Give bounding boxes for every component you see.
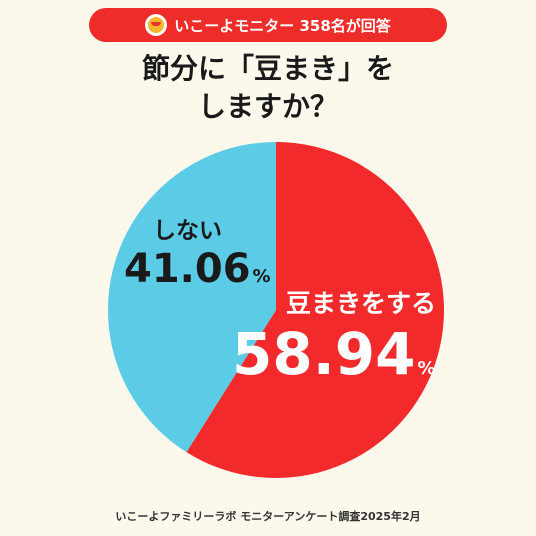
title-line-2: しますか？ — [197, 90, 338, 123]
value-mamemaki: 58.94% — [232, 320, 436, 388]
badge-text: いこーよモニター 358名が回答 — [174, 16, 391, 35]
value-mamemaki-unit: % — [417, 358, 435, 379]
slice-mamemaki — [186, 142, 445, 479]
value-shinai: 41.06% — [124, 246, 271, 292]
label-shinai: しない — [153, 218, 222, 244]
label-mamemaki: 豆まきをする — [286, 289, 436, 318]
slice-shinai — [107, 142, 276, 453]
chart-title: 節分に「豆まき」を しますか？ — [0, 50, 536, 126]
source-footer: いこーよファミリーラボ モニターアンケート調査2025年2月 — [115, 510, 421, 523]
value-mamemaki-number: 58.94 — [232, 320, 415, 388]
mascot-face-icon — [145, 14, 168, 36]
value-shinai-unit: % — [253, 266, 271, 287]
respondents-badge: いこーよモニター 358名が回答 — [89, 8, 447, 42]
title-line-1: 節分に「豆まき」を — [141, 52, 394, 85]
value-shinai-number: 41.06 — [124, 246, 251, 292]
